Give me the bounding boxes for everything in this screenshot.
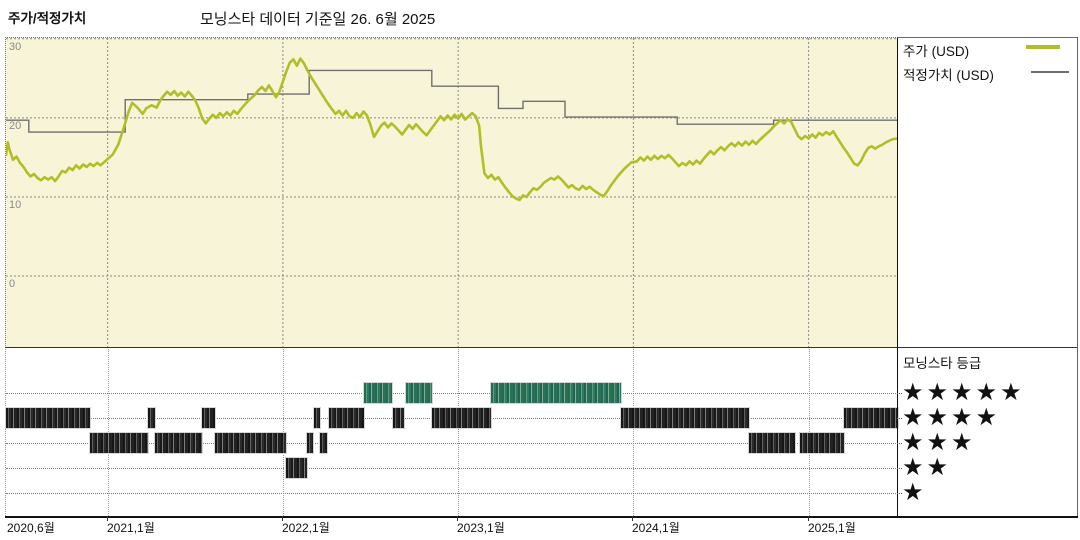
x-axis-label: 2022,1월 [282,521,330,535]
rating-bar-4-star [202,408,215,428]
rating-row-tick [897,418,902,419]
rating-bar-4-star [393,408,404,428]
rating-stars-1: ★ [902,479,927,506]
rating-bar-4-star [147,408,155,428]
x-axis-tick [808,516,809,521]
year-gridline [458,347,460,516]
y-axis-tick-label: 0 [9,278,16,291]
rating-bar-3-star [214,433,287,453]
year-gridline [282,347,284,516]
x-axis-tick [282,516,283,521]
fair-value-legend-label: 적정가치 (USD) [903,68,994,83]
rating-bar-5-star [491,383,622,403]
price-legend-label: 주가 (USD) [903,44,970,59]
rating-stars-5: ★★★★★ [902,379,1025,406]
rating-row-line [6,443,898,444]
ratings-timeline-area [5,347,898,516]
rating-bar-4-star [328,408,364,428]
rating-bar-5-star [405,383,432,403]
price-plot-area: 30 20 10 0 [5,37,898,348]
year-gridline [107,347,109,516]
y-axis-tick-label: 30 [9,40,22,53]
price-plot-svg [6,38,898,348]
rating-row-tick [897,468,902,469]
year-gridline [808,347,810,516]
chart-title: 모닝스타 데이터 기준일 26. 6월 2025 [200,11,436,28]
y-axis-tick-label: 20 [9,119,22,132]
rating-bar-4-star [314,408,320,428]
fair-value-legend-line-swatch [1031,71,1069,73]
rating-row-tick [897,493,902,494]
rating-legend-title: 모닝스타 등급 [903,356,982,371]
rating-stars-4: ★★★★ [902,404,1001,431]
rating-bar-3-star [319,433,327,453]
x-axis-label: 2021,1월 [107,521,155,535]
rating-bar-3-star [749,433,795,453]
x-axis-label: 2023,1월 [457,521,505,535]
price-legend-line-swatch [1026,45,1060,49]
legend-top-border [897,37,1078,38]
rating-row-line [6,393,898,394]
rating-row-line [6,468,898,469]
rating-bar-3-star [90,433,148,453]
rating-bar-2-star [286,458,308,478]
x-axis-tick [107,516,108,521]
rating-stars-2: ★★ [902,454,952,481]
rating-row-tick [897,393,902,394]
rating-row-line [6,493,898,494]
year-gridline [633,347,635,516]
rating-stars-3: ★★★ [902,429,976,456]
x-axis-label: 2020,6월 [7,521,55,535]
rating-bar-4-star [431,408,492,428]
x-axis-tick [457,516,458,521]
x-axis-label: 2024,1월 [632,521,680,535]
y-axis-tick-label: 10 [9,198,22,211]
x-axis-label: 2025,1월 [808,521,856,535]
frame-right-border [1077,37,1078,516]
rating-bar-4-star [6,408,91,428]
rating-bar-5-star [363,383,392,403]
rating-bar-3-star [155,433,203,453]
rating-row-tick [897,443,902,444]
x-axis-line [5,516,1078,518]
rating-bar-4-star [621,408,749,428]
legend-divider-line [897,37,898,516]
chart-section-label: 주가/적정가치 [8,11,87,26]
rating-bar-3-star [307,433,313,453]
rating-bar-3-star [799,433,844,453]
rating-bar-4-star [843,408,898,428]
x-axis-tick [632,516,633,521]
panel-divider-line [5,347,1078,348]
